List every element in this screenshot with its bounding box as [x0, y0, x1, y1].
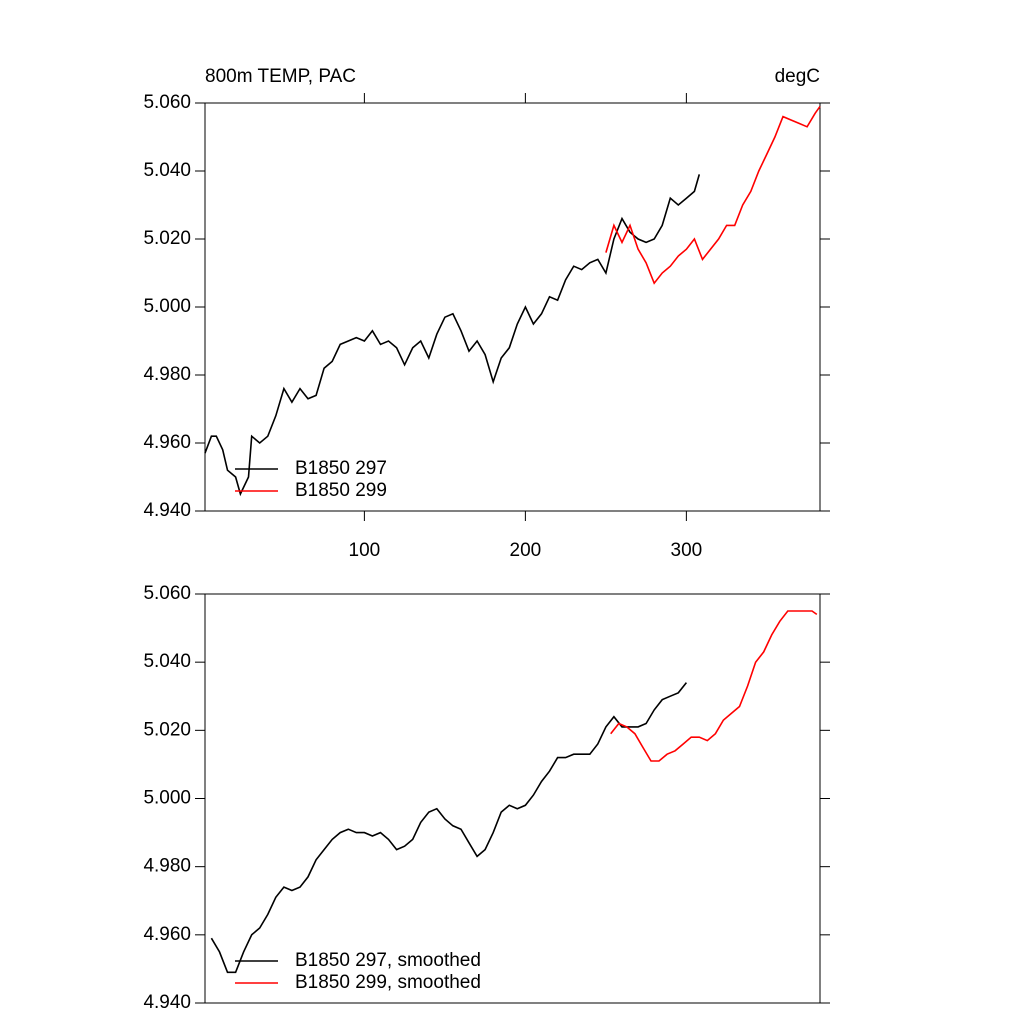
- y-tick-label: 4.980: [143, 856, 191, 877]
- legend-label: B1850 299, smoothed: [295, 972, 481, 993]
- series-line: [605, 105, 821, 285]
- legend-label: B1850 297, smoothed: [295, 950, 481, 971]
- title-right: degC: [775, 66, 820, 87]
- x-tick-label: 300: [671, 540, 703, 561]
- x-tick-label: 100: [349, 540, 381, 561]
- y-tick-label: 5.020: [143, 719, 191, 740]
- series-line: [210, 682, 688, 974]
- plot-frame: [204, 102, 821, 512]
- y-tick-label: 5.000: [143, 296, 191, 317]
- y-tick-label: 4.960: [143, 432, 191, 453]
- legend-label: B1850 299: [295, 480, 387, 501]
- x-tick-label: 200: [510, 540, 542, 561]
- y-tick-label: 5.000: [143, 788, 191, 809]
- y-tick-label: 5.040: [143, 160, 191, 181]
- y-tick-label: 5.020: [143, 228, 191, 249]
- y-tick-label: 4.940: [143, 992, 191, 1013]
- title-left: 800m TEMP, PAC: [205, 66, 356, 87]
- y-tick-label: 4.960: [143, 924, 191, 945]
- y-tick-label: 5.060: [143, 583, 191, 604]
- y-tick-label: 4.980: [143, 364, 191, 385]
- series-line: [204, 174, 701, 497]
- plot-frame: [204, 593, 821, 1004]
- y-tick-label: 4.940: [143, 500, 191, 521]
- legend-label: B1850 297: [295, 458, 387, 479]
- y-tick-label: 5.060: [143, 92, 191, 113]
- series-line: [610, 610, 818, 762]
- y-tick-label: 5.040: [143, 651, 191, 672]
